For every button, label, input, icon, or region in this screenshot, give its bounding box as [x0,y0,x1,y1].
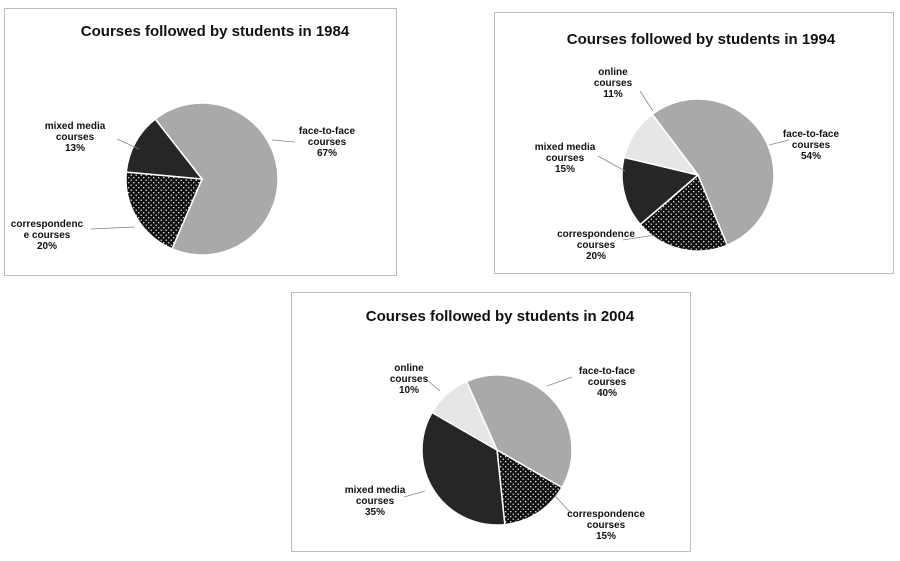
leader-line [271,139,296,143]
data-label-text: correspondence [557,229,635,240]
data-label-text: face-to-face [299,126,356,137]
data-label-text: courses [587,520,626,531]
pie-slice-online-courses [431,380,499,452]
chart-title: Courses followed by students in 2004 [366,308,635,325]
data-label-percent: 13% [65,143,85,154]
data-label-percent: 67% [317,148,337,159]
data-label-text: e courses [24,230,71,241]
pie-slice-correspondenc-e-courses [125,171,204,250]
data-label-text: correspondence [567,509,645,520]
leader-line [639,90,654,112]
data-label-text: courses [546,153,585,164]
leader-line [403,490,426,498]
data-label-text: face-to-face [783,129,840,140]
data-label-percent: 35% [365,507,385,518]
data-label-percent: 15% [555,164,575,175]
pie-slice-mixed-media-courses [421,411,506,526]
leader-line [597,155,626,172]
pie-slice-correspondence-courses [496,448,563,526]
data-label-text: courses [792,140,831,151]
data-label-text: courses [390,374,429,385]
leader-line [116,138,140,150]
chart-title: Courses followed by students in 1984 [81,23,350,40]
data-label-text: mixed media [535,142,596,153]
data-label-text: online [394,363,424,374]
data-label-text: online [598,67,628,78]
data-label-percent: 54% [801,151,821,162]
data-label-text: mixed media [45,121,106,132]
leader-line [546,376,573,387]
chart-title: Courses followed by students in 1994 [567,31,836,48]
leader-line [554,495,573,515]
data-label-percent: 11% [603,89,623,100]
pie-slice-face-to-face-courses [465,374,573,489]
pie-slice-mixed-media-courses [125,118,204,180]
pie-slice-online-courses [623,113,700,177]
pie-chart-svg: Courses followed by students in 2004 face… [345,308,646,542]
data-label-percent: 40% [597,388,617,399]
leader-line [427,380,441,392]
data-label-text: courses [594,78,633,89]
data-label-text: courses [577,240,616,251]
data-label-text: courses [356,496,395,507]
pie-chart-svg: Courses followed by students in 1994 face… [535,31,840,262]
data-label-percent: 20% [37,241,57,252]
pie-chart-1984: Courses followed by students in 1984 face… [4,8,397,276]
data-label-text: mixed media [345,485,406,496]
pie-chart-1994: Courses followed by students in 1994 face… [494,12,894,274]
data-label-percent: 10% [399,385,419,396]
leader-line [622,234,656,241]
data-label-text: courses [56,132,95,143]
leader-line [90,226,136,230]
pie-slice-face-to-face-courses [651,98,775,247]
data-label-percent: 15% [596,531,616,542]
data-label-text: correspondenc [11,219,84,230]
pie-chart-svg: Courses followed by students in 1984 face… [11,23,356,256]
leader-line [768,139,790,146]
pie-slice-correspondence-courses [639,173,729,252]
data-label-percent: 20% [586,251,606,262]
pie-slice-mixed-media-courses [621,156,700,226]
data-label-text: courses [308,137,347,148]
data-label-text: courses [588,377,627,388]
data-label-text: face-to-face [579,366,636,377]
pie-chart-2004: Courses followed by students in 2004 face… [291,292,691,552]
